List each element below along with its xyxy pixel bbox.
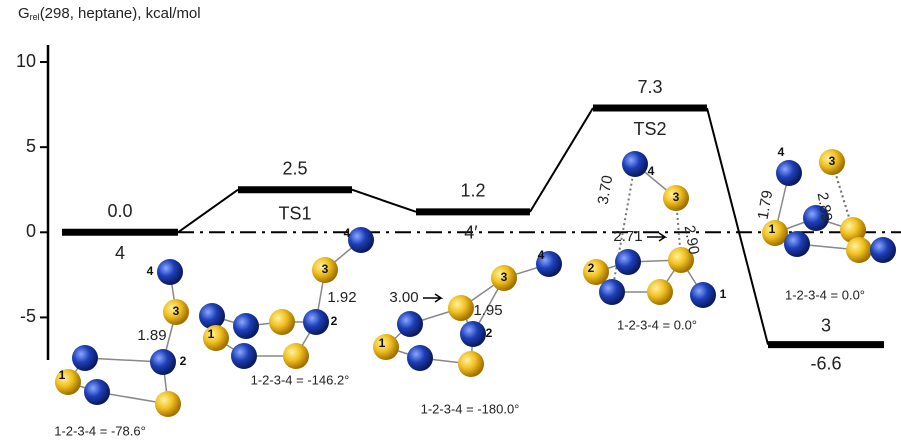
connector — [530, 108, 593, 212]
arrow — [423, 294, 441, 302]
distance-label: 1.95 — [473, 302, 502, 319]
distance-label: 3.70 — [595, 174, 617, 206]
sulfur-atom — [647, 279, 673, 305]
nitrogen-atom — [303, 309, 329, 335]
atom-label: 2 — [486, 326, 493, 340]
nitrogen-atom — [690, 282, 716, 308]
nitrogen-atom — [199, 303, 225, 329]
state-label: 4′ — [464, 223, 478, 243]
value-label: 2.5 — [282, 158, 307, 178]
dihedral-label: 1-2-3-4 = -78.6° — [54, 423, 146, 438]
energy-diagram: Grel(298, heptane), kcal/mol -5 0 5 10 0.0 4 2… — [0, 0, 901, 444]
nitrogen-atom — [784, 231, 810, 257]
distance-label: 3.00 — [389, 289, 418, 306]
value-label: 1.2 — [460, 181, 485, 201]
atom-label: 3 — [673, 190, 680, 204]
nitrogen-atom — [72, 345, 98, 371]
sulfur-atom — [458, 351, 484, 377]
atom-label: 3 — [173, 304, 180, 318]
value-label: 0.0 — [107, 201, 132, 221]
y-tick-label: 10 — [16, 51, 36, 71]
atom-label: 1 — [379, 336, 386, 350]
nitrogen-atom — [776, 160, 802, 186]
value-label: 7.3 — [637, 77, 662, 97]
nitrogen-atom — [150, 349, 176, 375]
dihedral-label: 1-2-3-4 = -146.2° — [251, 372, 350, 387]
state-label: 3 — [821, 315, 831, 335]
sulfur-atom — [283, 343, 309, 369]
atom-label: 1 — [208, 327, 215, 341]
y-tick-label: 0 — [26, 221, 36, 241]
y-tick-label: 5 — [26, 136, 36, 156]
nitrogen-atom — [231, 343, 257, 369]
state-label: 4 — [115, 243, 125, 263]
nitrogen-atom — [599, 279, 625, 305]
nitrogen-atom — [397, 311, 423, 337]
value-label: -6.6 — [810, 353, 841, 373]
nitrogen-atom — [870, 237, 896, 263]
atom-label: 1 — [720, 287, 727, 301]
atom-label: 4 — [344, 226, 351, 240]
nitrogen-atom — [407, 345, 433, 371]
atom-label: 3 — [501, 270, 508, 284]
sulfur-atom — [155, 391, 181, 417]
nitrogen-atom — [615, 249, 641, 275]
nitrogen-atom — [622, 151, 648, 177]
atom-label: 1 — [769, 222, 776, 236]
dihedral-label: 1-2-3-4 = 0.0° — [617, 317, 697, 332]
arrow — [647, 233, 665, 241]
connector — [707, 108, 768, 345]
atom-label: 2 — [331, 314, 338, 328]
sulfur-atom — [269, 309, 295, 335]
connector — [178, 190, 238, 233]
atom-label: 3 — [829, 154, 836, 168]
atom-label: 2 — [180, 354, 187, 368]
nitrogen-atom — [348, 227, 374, 253]
atom-label: 3 — [322, 262, 329, 276]
connector — [352, 190, 416, 212]
atom-label: 4 — [538, 248, 545, 262]
distance-label: 1.89 — [137, 327, 166, 344]
nitrogen-atom — [157, 259, 183, 285]
distance-label: 1.79 — [755, 189, 777, 221]
atom-label: 4 — [778, 145, 785, 159]
nitrogen-atom — [233, 313, 259, 339]
atom-label: 4 — [147, 264, 154, 278]
atom-label: 4 — [648, 164, 655, 178]
dihedral-label: 1-2-3-4 = 0.0° — [785, 287, 865, 302]
nitrogen-atom — [84, 379, 110, 405]
sulfur-atom — [448, 295, 474, 321]
state-label: TS1 — [278, 203, 311, 223]
state-label: TS2 — [633, 119, 666, 139]
sulfur-atom — [846, 237, 872, 263]
atom-label: 2 — [588, 261, 595, 275]
dihedral-label: 1-2-3-4 = -180.0° — [421, 401, 520, 416]
distance-label: 1.92 — [327, 289, 356, 306]
y-axis-label: Grel(298, heptane), kcal/mol — [18, 5, 201, 22]
distance-label: 2.71 — [613, 228, 642, 245]
y-tick-label: -5 — [20, 306, 36, 326]
nitrogen-atom — [460, 321, 486, 347]
atom-label: 1 — [59, 368, 66, 382]
sulfur-atom — [373, 334, 399, 360]
